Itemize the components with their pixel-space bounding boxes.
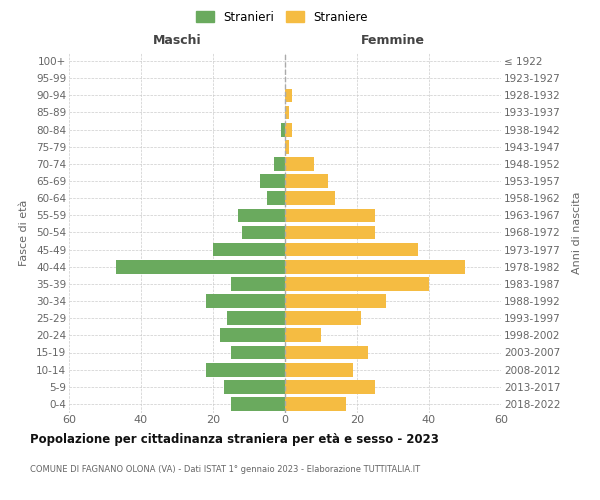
Bar — [285, 397, 346, 411]
Bar — [260, 174, 285, 188]
Bar — [285, 140, 289, 153]
Text: Popolazione per cittadinanza straniera per età e sesso - 2023: Popolazione per cittadinanza straniera p… — [30, 432, 439, 446]
Bar — [231, 277, 285, 291]
Bar — [285, 123, 292, 136]
Bar — [206, 294, 285, 308]
Y-axis label: Anni di nascita: Anni di nascita — [572, 191, 581, 274]
Bar — [238, 208, 285, 222]
Bar — [285, 88, 292, 102]
Bar — [231, 397, 285, 411]
Bar — [285, 277, 429, 291]
Bar — [285, 226, 375, 239]
Bar — [285, 346, 368, 360]
Bar — [285, 363, 353, 376]
Bar — [285, 260, 465, 274]
Bar — [227, 312, 285, 325]
Bar — [285, 208, 375, 222]
Bar — [231, 346, 285, 360]
Bar — [285, 294, 386, 308]
Bar — [285, 106, 289, 120]
Bar — [285, 328, 321, 342]
Bar — [267, 192, 285, 205]
Bar — [285, 174, 328, 188]
Bar — [274, 157, 285, 171]
Bar — [220, 328, 285, 342]
Bar — [285, 312, 361, 325]
Bar — [285, 243, 418, 256]
Bar — [224, 380, 285, 394]
Legend: Stranieri, Straniere: Stranieri, Straniere — [191, 6, 373, 28]
Bar — [213, 243, 285, 256]
Bar — [285, 380, 375, 394]
Bar — [285, 157, 314, 171]
Bar — [242, 226, 285, 239]
Bar — [281, 123, 285, 136]
Text: COMUNE DI FAGNANO OLONA (VA) - Dati ISTAT 1° gennaio 2023 - Elaborazione TUTTITA: COMUNE DI FAGNANO OLONA (VA) - Dati ISTA… — [30, 466, 420, 474]
Bar — [116, 260, 285, 274]
Y-axis label: Fasce di età: Fasce di età — [19, 200, 29, 266]
Bar — [206, 363, 285, 376]
Bar — [285, 192, 335, 205]
